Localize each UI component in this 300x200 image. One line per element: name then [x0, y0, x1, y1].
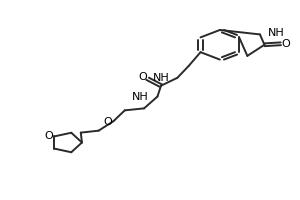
Text: NH: NH: [132, 92, 149, 102]
Text: O: O: [104, 117, 112, 127]
Text: O: O: [139, 72, 148, 82]
Text: O: O: [282, 39, 290, 49]
Text: NH: NH: [267, 28, 284, 38]
Text: NH: NH: [153, 73, 170, 83]
Text: O: O: [44, 131, 53, 141]
